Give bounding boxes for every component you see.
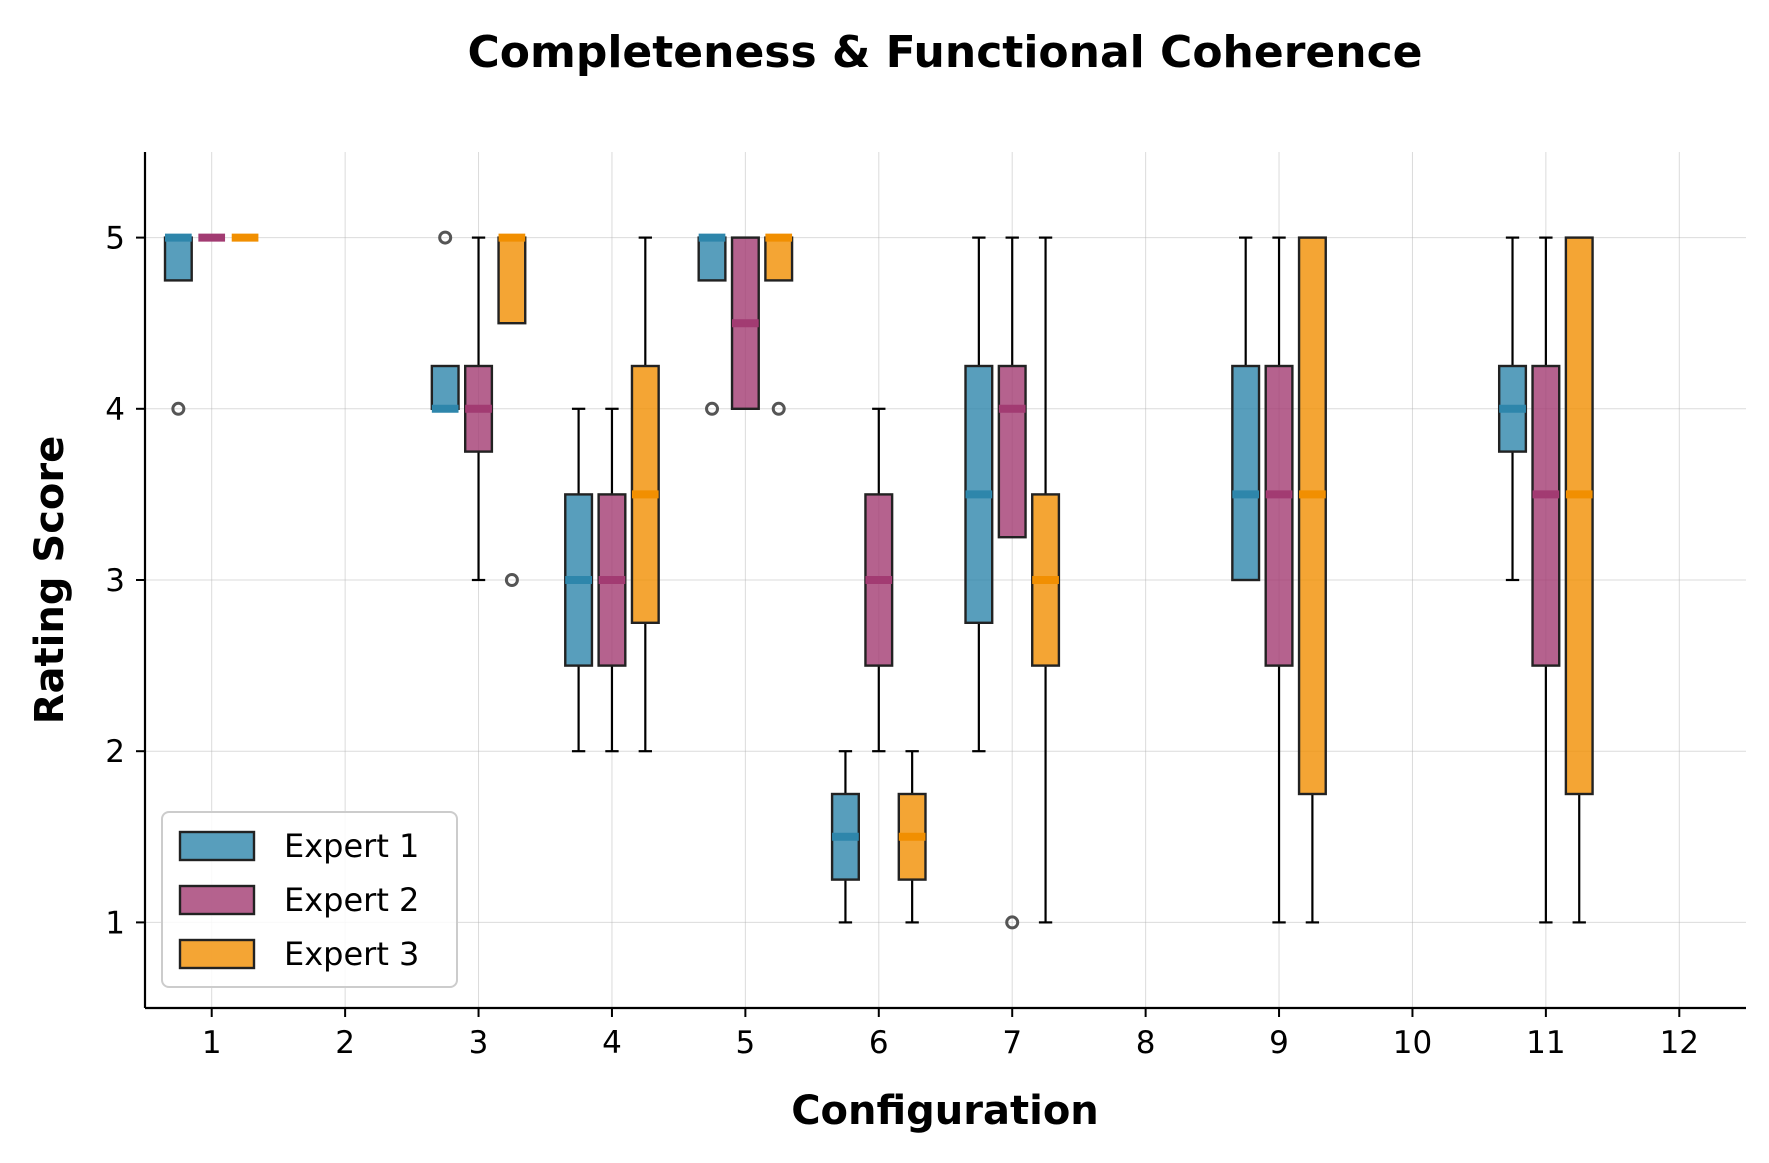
- box-body: [1231, 364, 1261, 582]
- x-tick-label: 10: [1393, 1025, 1432, 1061]
- x-tick-label: 11: [1526, 1025, 1565, 1061]
- box-body: [1531, 364, 1561, 667]
- legend-label: Expert 1: [284, 827, 419, 865]
- x-tick-label: 4: [602, 1025, 622, 1061]
- x-tick-label: 8: [1136, 1025, 1156, 1061]
- y-tick-label: 1: [105, 905, 125, 941]
- box-group: [897, 750, 927, 924]
- box-group: [497, 233, 527, 587]
- box-body: [163, 236, 193, 282]
- box-group: [830, 750, 860, 924]
- box-group: [1264, 236, 1294, 924]
- box-body: [497, 236, 527, 325]
- box-body: [430, 364, 460, 410]
- legend: Expert 1 Expert 2 Expert 3: [161, 811, 458, 988]
- box-group: [1564, 236, 1594, 924]
- x-tick-label: 1: [202, 1025, 222, 1061]
- x-tick-label: 2: [335, 1025, 355, 1061]
- box-body: [697, 236, 727, 282]
- outlier-point: [771, 401, 786, 416]
- x-axis-label: Configuration: [791, 1088, 1099, 1134]
- box-group: [1497, 236, 1528, 582]
- box-body: [997, 364, 1027, 539]
- x-tick-label: 6: [869, 1025, 889, 1061]
- box-group: [464, 236, 494, 582]
- box-body: [1264, 364, 1294, 667]
- outlier-point: [171, 401, 186, 416]
- y-axis-label: Rating Score: [27, 436, 73, 725]
- box-group: [764, 233, 794, 416]
- box-group: [1531, 236, 1561, 924]
- legend-label: Expert 3: [284, 935, 419, 973]
- y-tick-label: 5: [105, 221, 125, 257]
- y-tick-label: 2: [105, 734, 125, 770]
- box-group: [1231, 236, 1261, 582]
- outlier-point: [504, 573, 519, 587]
- box-group: [564, 407, 594, 753]
- box-group: [163, 233, 193, 416]
- y-tick-label: 3: [105, 563, 125, 599]
- box-body: [1564, 236, 1594, 796]
- box-group: [864, 407, 894, 753]
- box-group: [1031, 236, 1061, 924]
- box-group: [730, 236, 760, 411]
- x-tick-label: 3: [469, 1025, 489, 1061]
- box-group: [997, 236, 1027, 930]
- legend-swatch: [178, 938, 256, 970]
- outlier-point: [438, 230, 453, 245]
- x-tick-label: 5: [736, 1025, 756, 1061]
- x-tick-label: 9: [1269, 1025, 1289, 1061]
- box-body: [1297, 236, 1327, 796]
- box-group: [697, 233, 727, 416]
- legend-swatch: [178, 884, 256, 916]
- box-group: [1297, 236, 1327, 924]
- outlier-point: [1005, 915, 1020, 930]
- legend-swatch: [178, 830, 256, 862]
- box-layer: [163, 230, 1594, 930]
- box-body: [764, 236, 794, 282]
- box-group: [430, 230, 460, 413]
- box-group: [630, 236, 660, 753]
- chart-title: Completeness & Functional Coherence: [467, 27, 1422, 78]
- x-tick-label: 12: [1660, 1025, 1699, 1061]
- outlier-point: [705, 401, 720, 416]
- y-tick-label: 4: [105, 392, 125, 428]
- x-tick-label: 7: [1002, 1025, 1022, 1061]
- box-group: [597, 407, 627, 753]
- box-group: [964, 236, 994, 753]
- legend-label: Expert 2: [284, 881, 419, 919]
